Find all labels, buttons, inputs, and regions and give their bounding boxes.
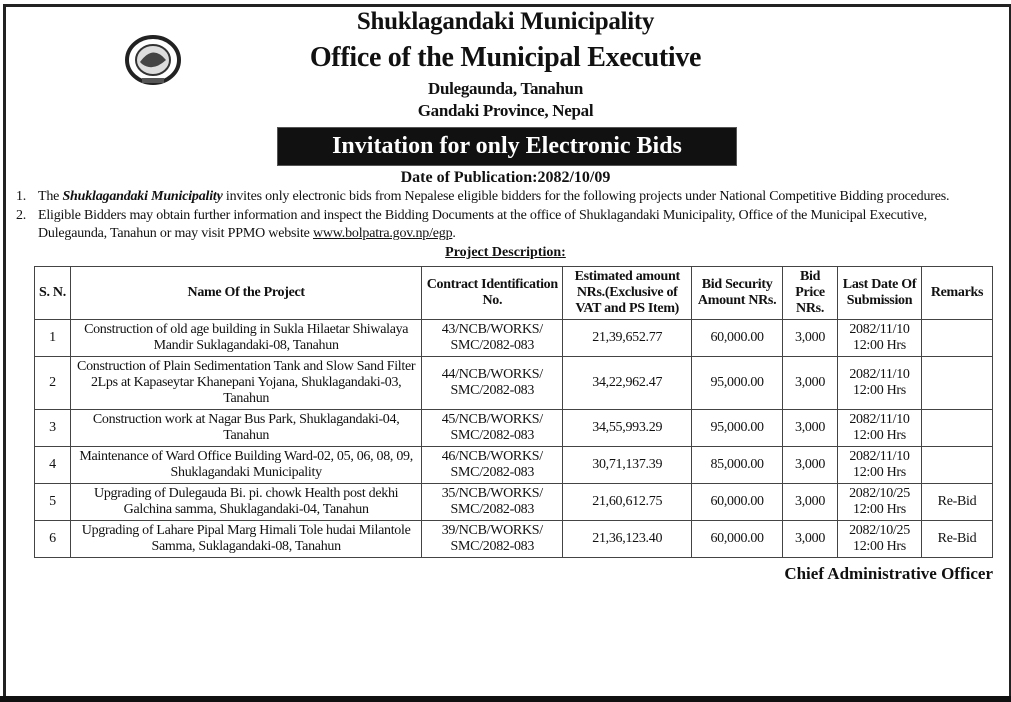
- cell-bid-security: 60,000.00: [691, 318, 784, 357]
- column-header-project-name: Name Of the Project: [69, 265, 423, 320]
- cell-estimated-amount: 34,22,962.47: [562, 355, 693, 410]
- cell-project-name: Construction of old age building in Sukl…: [69, 318, 423, 357]
- cell-serial-number: 6: [34, 519, 71, 558]
- cell-bid-security: 95,000.00: [691, 408, 784, 447]
- cell-project-name: Upgrading of Lahare Pipal Marg Himali To…: [69, 519, 423, 558]
- cell-contract-id: 35/NCB/WORKS/ SMC/2082-083: [421, 482, 564, 521]
- cell-serial-number: 4: [34, 445, 71, 484]
- table-row: 5 Upgrading of Dulegauda Bi. pi. chowk He…: [34, 482, 994, 521]
- column-header-serial-number: S. N.: [34, 265, 71, 320]
- text: .: [452, 226, 456, 241]
- notice-body: Date of Publication:2082/10/09 1. The Sh…: [16, 169, 996, 583]
- cell-bid-price: 3,000: [782, 519, 839, 558]
- cell-last-submission-date: 2082/11/10 12:00 Hrs: [837, 355, 922, 410]
- column-header-remarks: Remarks: [920, 265, 994, 320]
- emphasis: Shuklagandaki Municipality: [62, 189, 223, 204]
- column-header-last-submission-date: Last Date Of Submission: [837, 265, 922, 320]
- cell-remarks: [920, 318, 994, 357]
- cell-bid-price: 3,000: [782, 445, 839, 484]
- government-emblem-icon: [125, 35, 181, 85]
- cell-remarks: Re-Bid: [920, 519, 994, 558]
- paragraph-1: 1. The Shuklagandaki Municipality invite…: [16, 188, 996, 207]
- table-row: 2 Construction of Plain Sedimentation Tan…: [34, 355, 994, 410]
- cell-contract-id: 46/NCB/WORKS/ SMC/2082-083: [421, 445, 564, 484]
- cell-estimated-amount: 21,39,652.77: [562, 318, 693, 357]
- publication-date: Date of Publication:2082/10/09: [400, 169, 611, 186]
- cell-estimated-amount: 21,60,612.75: [562, 482, 693, 521]
- cell-remarks: Re-Bid: [920, 482, 994, 521]
- table-header-row: S. N. Name Of the Project Contract Identif…: [34, 265, 994, 320]
- cell-estimated-amount: 34,55,993.29: [562, 408, 693, 447]
- paragraph-number: 2.: [16, 207, 27, 223]
- table-row: 4 Maintenance of Ward Office Building War…: [34, 445, 994, 484]
- cell-bid-price: 3,000: [782, 482, 839, 521]
- cell-serial-number: 5: [34, 482, 71, 521]
- cell-contract-id: 39/NCB/WORKS/ SMC/2082-083: [421, 519, 564, 558]
- cell-estimated-amount: 30,71,137.39: [562, 445, 693, 484]
- cell-last-submission-date: 2082/10/25 12:00 Hrs: [837, 519, 922, 558]
- cell-last-submission-date: 2082/10/25 12:00 Hrs: [837, 482, 922, 521]
- text: invites only electronic bids from Nepale…: [222, 189, 950, 204]
- cell-bid-security: 95,000.00: [691, 355, 784, 410]
- cell-project-name: Construction work at Nagar Bus Park, Shu…: [69, 408, 423, 447]
- table-row: 6 Upgrading of Lahare Pipal Marg Himali T…: [34, 519, 994, 558]
- cell-serial-number: 1: [34, 318, 71, 357]
- cell-bid-price: 3,000: [782, 408, 839, 447]
- project-description-heading: Project Description:: [445, 244, 566, 260]
- address-line-1: Dulegaunda, Tanahun: [428, 79, 583, 98]
- cell-project-name: Maintenance of Ward Office Building Ward…: [69, 445, 423, 484]
- paragraph-number: 1.: [16, 189, 27, 204]
- cell-project-name: Upgrading of Dulegauda Bi. pi. chowk Hea…: [69, 482, 423, 521]
- paragraph-2: 2. Eligible Bidders may obtain further i…: [16, 207, 996, 244]
- table-row: 3 Construction work at Nagar Bus Park, Sh…: [34, 408, 994, 447]
- cell-serial-number: 2: [34, 355, 71, 410]
- bottom-border: [0, 696, 1011, 702]
- cell-contract-id: 45/NCB/WORKS/ SMC/2082-083: [421, 408, 564, 447]
- projects-table: S. N. Name Of the Project Contract Identif…: [34, 265, 994, 558]
- cell-contract-id: 44/NCB/WORKS/ SMC/2082-083: [421, 355, 564, 410]
- ppmo-website-link[interactable]: www.bolpatra.gov.np/egp: [312, 226, 453, 241]
- address-line-2: Gandaki Province, Nepal: [417, 101, 594, 120]
- cell-last-submission-date: 2082/11/10 12:00 Hrs: [837, 408, 922, 447]
- cell-remarks: [920, 408, 994, 447]
- cell-remarks: [920, 355, 994, 410]
- cell-bid-security: 60,000.00: [691, 519, 784, 558]
- cell-bid-price: 3,000: [782, 318, 839, 357]
- column-header-bid-security: Bid Security Amount NRs.: [691, 265, 784, 320]
- column-header-estimated-amount: Estimated amount NRs.(Exclusive of VAT a…: [562, 265, 693, 320]
- cell-bid-price: 3,000: [782, 355, 839, 410]
- cell-last-submission-date: 2082/11/10 12:00 Hrs: [837, 318, 922, 357]
- column-header-contract-id: Contract Identification No.: [421, 265, 564, 320]
- column-header-bid-price: Bid Price NRs.: [782, 265, 839, 320]
- signature-title: Chief Administrative Officer: [784, 563, 993, 583]
- office-name: Office of the Municipal Executive: [309, 42, 702, 73]
- text: The: [38, 189, 63, 204]
- cell-contract-id: 43/NCB/WORKS/ SMC/2082-083: [421, 318, 564, 357]
- cell-project-name: Construction of Plain Sedimentation Tank…: [69, 355, 423, 410]
- cell-last-submission-date: 2082/11/10 12:00 Hrs: [837, 445, 922, 484]
- cell-bid-security: 85,000.00: [691, 445, 784, 484]
- table-row: 1 Construction of old age building in Suk…: [34, 318, 994, 357]
- notice-banner: Invitation for only Electronic Bids: [277, 127, 737, 166]
- cell-bid-security: 60,000.00: [691, 482, 784, 521]
- cell-estimated-amount: 21,36,123.40: [562, 519, 693, 558]
- text: Eligible Bidders may obtain further info…: [38, 207, 927, 242]
- municipality-name: Shuklagandaki Municipality: [356, 8, 655, 35]
- cell-serial-number: 3: [34, 408, 71, 447]
- cell-remarks: [920, 445, 994, 484]
